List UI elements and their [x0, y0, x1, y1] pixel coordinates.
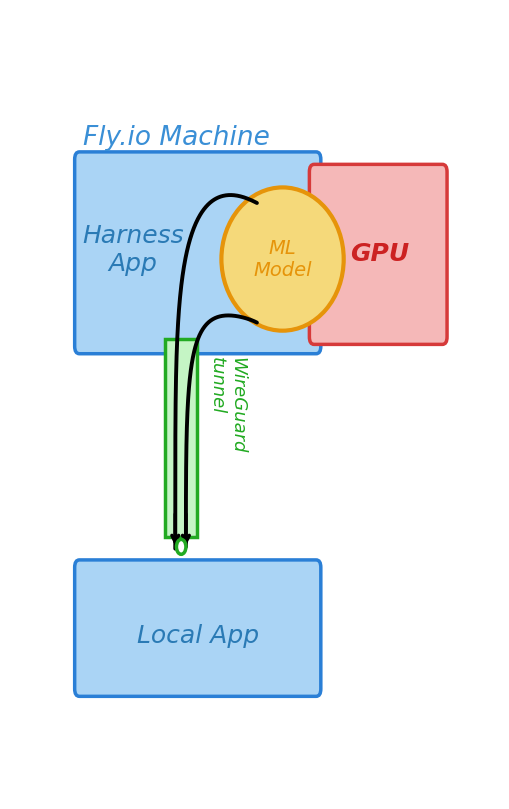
Text: GPU: GPU [350, 242, 409, 266]
FancyBboxPatch shape [165, 339, 196, 537]
FancyBboxPatch shape [75, 560, 321, 697]
FancyBboxPatch shape [75, 152, 321, 354]
Text: ML
Model: ML Model [253, 239, 312, 280]
Text: Fly.io Machine: Fly.io Machine [83, 125, 270, 150]
Ellipse shape [221, 188, 344, 331]
FancyBboxPatch shape [309, 164, 447, 345]
Circle shape [177, 540, 186, 554]
Text: WireGuard
tunnel: WireGuard tunnel [208, 358, 246, 454]
Text: Local App: Local App [137, 624, 259, 648]
Text: Harness
App: Harness App [82, 224, 183, 276]
